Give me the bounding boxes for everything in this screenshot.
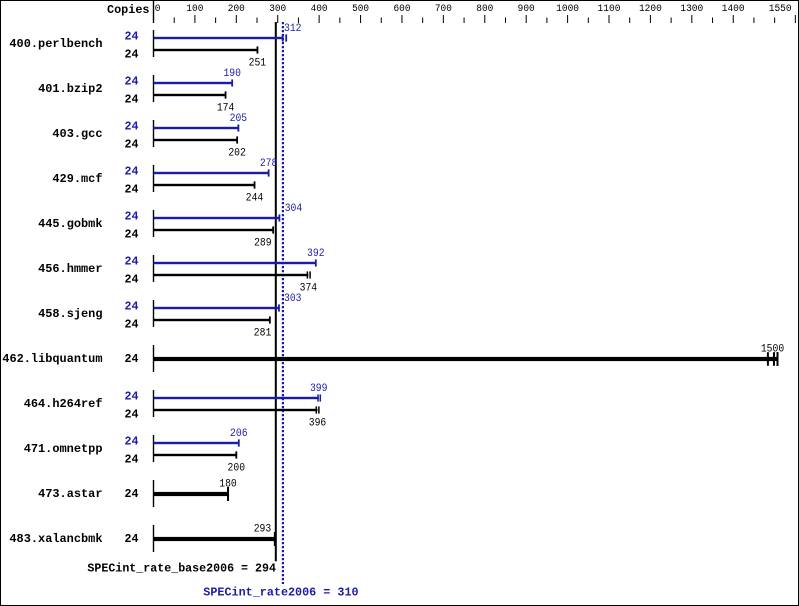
svg-text:1550: 1550 xyxy=(769,3,792,15)
svg-text:205: 205 xyxy=(230,112,248,125)
svg-text:24: 24 xyxy=(125,408,139,422)
svg-text:401.bzip2: 401.bzip2 xyxy=(38,82,102,96)
svg-text:24: 24 xyxy=(125,48,139,62)
svg-text:1400: 1400 xyxy=(722,3,745,15)
svg-text:304: 304 xyxy=(285,202,303,215)
svg-text:24: 24 xyxy=(125,138,139,152)
svg-text:1200: 1200 xyxy=(639,3,662,15)
svg-text:456.hmmer: 456.hmmer xyxy=(38,262,102,276)
svg-text:471.omnetpp: 471.omnetpp xyxy=(24,442,103,456)
svg-text:24: 24 xyxy=(125,453,139,467)
svg-text:174: 174 xyxy=(217,102,235,115)
svg-text:1000: 1000 xyxy=(556,3,579,15)
svg-text:202: 202 xyxy=(228,147,246,160)
svg-text:24: 24 xyxy=(125,30,139,44)
svg-text:483.xalancbmk: 483.xalancbmk xyxy=(9,532,102,546)
svg-text:24: 24 xyxy=(125,318,139,332)
svg-text:600: 600 xyxy=(393,3,410,15)
svg-text:24: 24 xyxy=(125,120,139,134)
svg-text:206: 206 xyxy=(230,427,248,440)
svg-text:24: 24 xyxy=(125,300,139,314)
svg-text:300: 300 xyxy=(269,3,286,15)
svg-text:190: 190 xyxy=(223,67,241,80)
svg-text:429.mcf: 429.mcf xyxy=(52,172,102,186)
svg-text:24: 24 xyxy=(125,165,139,179)
svg-text:24: 24 xyxy=(125,210,139,224)
svg-text:700: 700 xyxy=(435,3,452,15)
svg-text:464.h264ref: 464.h264ref xyxy=(24,397,103,411)
svg-text:24: 24 xyxy=(125,390,139,404)
svg-text:458.sjeng: 458.sjeng xyxy=(38,307,102,321)
svg-text:281: 281 xyxy=(254,327,272,340)
svg-text:1100: 1100 xyxy=(598,3,621,15)
svg-text:24: 24 xyxy=(125,75,139,89)
svg-text:0: 0 xyxy=(155,3,161,15)
svg-text:24: 24 xyxy=(125,93,139,107)
svg-text:200: 200 xyxy=(228,3,245,15)
svg-text:800: 800 xyxy=(476,3,493,15)
svg-text:SPECint_rate_base2006 = 294: SPECint_rate_base2006 = 294 xyxy=(87,561,276,575)
svg-text:200: 200 xyxy=(228,462,246,475)
svg-text:399: 399 xyxy=(310,382,328,395)
svg-text:24: 24 xyxy=(125,255,139,269)
svg-text:396: 396 xyxy=(309,417,327,430)
svg-text:24: 24 xyxy=(125,273,139,287)
svg-text:24: 24 xyxy=(125,487,139,501)
svg-text:24: 24 xyxy=(125,352,139,366)
svg-text:403.gcc: 403.gcc xyxy=(52,127,102,141)
svg-text:500: 500 xyxy=(352,3,369,15)
svg-text:392: 392 xyxy=(307,247,325,260)
svg-text:24: 24 xyxy=(125,228,139,242)
svg-text:1500: 1500 xyxy=(761,343,784,356)
svg-text:312: 312 xyxy=(284,22,302,35)
svg-text:473.astar: 473.astar xyxy=(38,487,102,501)
svg-text:Copies: Copies xyxy=(107,3,150,17)
svg-text:180: 180 xyxy=(219,478,237,491)
svg-text:244: 244 xyxy=(246,192,264,205)
svg-text:24: 24 xyxy=(125,532,139,546)
svg-text:24: 24 xyxy=(125,183,139,197)
svg-text:293: 293 xyxy=(254,523,271,536)
svg-text:100: 100 xyxy=(186,3,203,15)
svg-text:400.perlbench: 400.perlbench xyxy=(9,37,102,51)
svg-text:303: 303 xyxy=(284,292,302,305)
svg-text:251: 251 xyxy=(249,57,267,70)
svg-text:445.gobmk: 445.gobmk xyxy=(38,217,102,231)
svg-text:1300: 1300 xyxy=(680,3,703,15)
svg-text:462.libquantum: 462.libquantum xyxy=(2,352,102,366)
svg-text:24: 24 xyxy=(125,435,139,449)
svg-text:374: 374 xyxy=(300,282,318,295)
svg-text:400: 400 xyxy=(311,3,328,15)
svg-text:SPECint_rate2006 = 310: SPECint_rate2006 = 310 xyxy=(203,586,358,600)
svg-text:278: 278 xyxy=(260,157,278,170)
svg-text:289: 289 xyxy=(254,237,272,250)
svg-text:900: 900 xyxy=(518,3,535,15)
